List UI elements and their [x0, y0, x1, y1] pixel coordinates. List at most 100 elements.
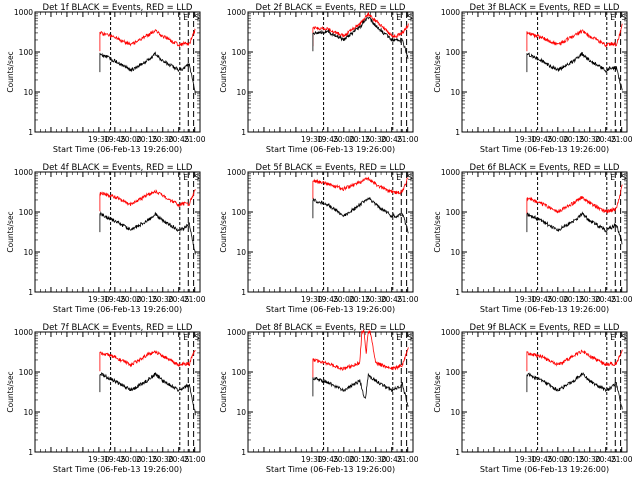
y-tick-label: 100 [446, 208, 461, 217]
marker-label-e: E [183, 333, 188, 342]
y-tick-label: 1000 [227, 328, 246, 337]
marker-label-e: E [183, 13, 188, 22]
x-tick-label: 19:45 [531, 455, 553, 464]
y-tick-label: 1 [28, 288, 33, 297]
y-tick-label: 100 [19, 208, 34, 217]
y-tick-label: 100 [232, 208, 247, 217]
x-tick-label: 19:30 [88, 455, 110, 464]
series-events-line [312, 372, 409, 407]
x-tick-label: 19:45 [531, 135, 553, 144]
series-lld-line [312, 176, 409, 200]
x-tick-label: 21:00 [397, 455, 419, 464]
y-axis-label: Counts/sec [433, 51, 442, 92]
x-tick-label: 19:30 [515, 455, 537, 464]
x-tick-label: 21:00 [611, 455, 633, 464]
x-tick-label: 20:45 [595, 455, 617, 464]
series-events-line [99, 51, 196, 95]
y-tick-label: 10 [236, 88, 246, 97]
x-tick-label: 20:00 [547, 455, 569, 464]
panel-det-5: Det 5f BLACK = Events, RED = LLD 1 10 100 10… [219, 163, 419, 314]
marker-label-s: S [195, 173, 200, 182]
y-axis-label: Counts/sec [433, 371, 442, 412]
series-lld-line [99, 189, 196, 212]
x-tick-label: 20:00 [547, 295, 569, 304]
panel-title: Det 2f BLACK = Events, RED = LLD [256, 3, 406, 13]
x-tick-label: 20:15 [349, 295, 371, 304]
y-tick-label: 10 [450, 248, 460, 257]
x-tick-label: 20:00 [547, 135, 569, 144]
x-tick-label: 19:45 [531, 295, 553, 304]
y-tick-label: 100 [446, 368, 461, 377]
x-tick-label: 19:45 [317, 295, 339, 304]
x-tick-label: 19:30 [88, 295, 110, 304]
x-tick-label: 20:45 [168, 455, 190, 464]
x-tick-label: 20:00 [333, 455, 355, 464]
x-tick-label: 20:15 [349, 455, 371, 464]
y-axis-label: Counts/sec [433, 211, 442, 252]
plot-frame [461, 331, 628, 453]
x-tick-label: 20:30 [365, 455, 387, 464]
x-tick-label: 19:30 [515, 295, 537, 304]
y-tick-label: 100 [19, 368, 34, 377]
x-tick-label: 21:00 [184, 135, 206, 144]
y-tick-label: 10 [450, 88, 460, 97]
y-axis-label: Counts/sec [6, 371, 15, 412]
marker-label-e: E [396, 173, 401, 182]
x-tick-label: 20:30 [152, 135, 174, 144]
y-tick-label: 1 [455, 448, 460, 457]
y-axis-label: Counts/sec [6, 211, 15, 252]
plot-frame [247, 331, 414, 453]
x-tick-label: 19:45 [317, 455, 339, 464]
marker-label-s: S [408, 333, 413, 342]
x-axis-label: Start Time (06-Feb-13 19:26:00) [266, 145, 395, 154]
x-tick-label: 20:45 [595, 135, 617, 144]
panel-det-4: Det 4f BLACK = Events, RED = LLD 1 10 100 10… [6, 163, 206, 314]
x-tick-label: 20:15 [136, 455, 158, 464]
x-tick-label: 21:00 [184, 295, 206, 304]
x-tick-label: 20:00 [120, 295, 142, 304]
panel-title: Det 5f BLACK = Events, RED = LLD [256, 163, 406, 173]
x-tick-label: 20:45 [168, 295, 190, 304]
series-events-line [312, 16, 409, 59]
x-tick-label: 20:30 [579, 455, 601, 464]
series-lld-line [99, 350, 196, 372]
y-tick-label: 1000 [14, 8, 33, 17]
marker-label-s: S [622, 173, 627, 182]
y-axis-label: Counts/sec [6, 51, 15, 92]
plot-frame [461, 171, 628, 293]
x-axis-label: Start Time (06-Feb-13 19:26:00) [480, 465, 609, 474]
marker-label-s: S [622, 333, 627, 342]
marker-label-s: S [408, 13, 413, 22]
x-tick-label: 19:45 [104, 135, 126, 144]
series-events-line [526, 51, 623, 91]
x-tick-label: 20:15 [563, 295, 585, 304]
x-tick-label: 20:00 [333, 295, 355, 304]
x-tick-label: 20:30 [152, 295, 174, 304]
x-tick-label: 19:45 [104, 295, 126, 304]
x-tick-label: 20:45 [381, 295, 403, 304]
y-axis-label: Counts/sec [219, 51, 228, 92]
panel-title: Det 6f BLACK = Events, RED = LLD [470, 163, 620, 173]
series-lld-line [526, 184, 623, 217]
x-axis-label: Start Time (06-Feb-13 19:26:00) [266, 305, 395, 314]
y-tick-label: 1000 [14, 328, 33, 337]
series-events-line [312, 196, 409, 234]
series-lld-line [526, 23, 623, 52]
x-axis-label: Start Time (06-Feb-13 19:26:00) [53, 465, 182, 474]
x-tick-label: 20:30 [152, 455, 174, 464]
panel-title: Det 7f BLACK = Events, RED = LLD [43, 323, 193, 333]
y-tick-label: 10 [23, 248, 33, 257]
y-tick-label: 100 [19, 48, 34, 57]
panel-det-7: Det 7f BLACK = Events, RED = LLD 1 10 100 10… [6, 323, 206, 474]
x-tick-label: 20:45 [168, 135, 190, 144]
x-tick-label: 20:15 [136, 295, 158, 304]
marker-label-s: S [195, 13, 200, 22]
plot-frame [247, 171, 414, 293]
panel-det-2: Det 2f BLACK = Events, RED = LLD 1 10 100 10… [219, 3, 419, 154]
x-tick-label: 20:00 [333, 135, 355, 144]
x-tick-label: 20:15 [349, 135, 371, 144]
x-tick-label: 21:00 [611, 295, 633, 304]
marker-label-e: E [396, 13, 401, 22]
